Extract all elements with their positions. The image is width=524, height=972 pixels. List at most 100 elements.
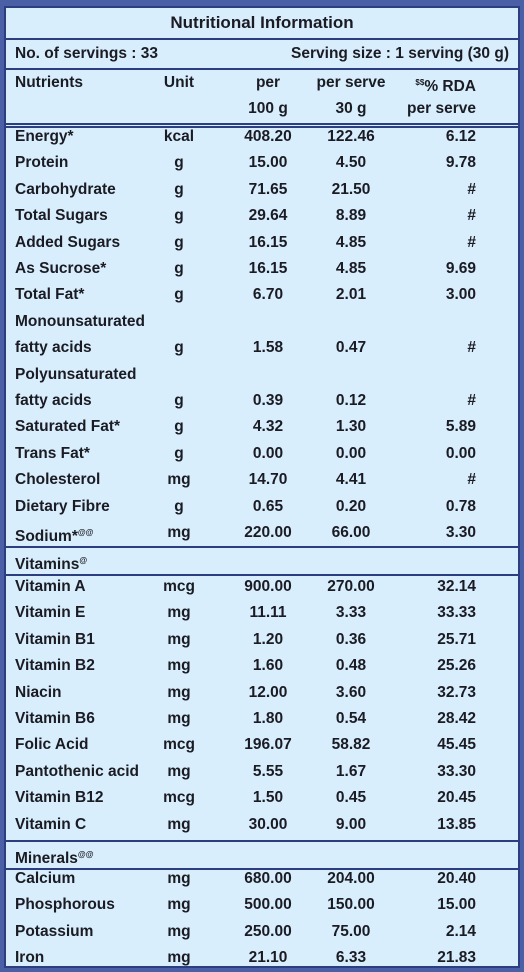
value-per-100g-text: 5.55 — [252, 762, 284, 780]
value-per-100g: 1.60 — [228, 657, 308, 675]
nutrient-unit: mg — [154, 631, 204, 649]
value-per-serve-text: 0.47 — [335, 339, 367, 357]
nutrient-unit-text: g — [174, 180, 184, 198]
value-per-serve: 0.20 — [311, 498, 391, 516]
value-per-100g-text: 29.64 — [248, 207, 288, 225]
nutrient-unit: g — [154, 339, 204, 357]
value-rda-text: 9.69 — [445, 260, 476, 277]
value-rda: 25.26 — [396, 657, 476, 675]
nutrient-unit-text: mg — [167, 604, 191, 622]
value-rda: 28.42 — [396, 710, 476, 728]
value-per-100g-text: 250.00 — [244, 922, 292, 940]
nutrient-unit: g — [154, 392, 204, 410]
nutrient-name: Phosphorous — [15, 896, 115, 914]
value-per-100g-text: 21.10 — [248, 949, 288, 967]
value-rda: 33.33 — [396, 604, 476, 622]
value-per-100g: 900.00 — [228, 578, 308, 596]
nutrient-name-text: Total Fat* — [15, 286, 85, 304]
divider — [6, 68, 518, 70]
value-per-100g-text: 680.00 — [244, 870, 292, 887]
value-per-serve-text: 3.33 — [335, 604, 367, 622]
value-per-serve-text: 66.00 — [331, 524, 371, 541]
value-per-serve-text: 1.30 — [335, 418, 367, 436]
value-per-serve: 3.33 — [311, 604, 391, 622]
nutrient-unit-text: g — [174, 207, 184, 225]
value-per-serve: 0.12 — [311, 392, 391, 410]
value-per-serve: 8.89 — [311, 207, 391, 225]
nutrient-unit: mg — [154, 657, 204, 675]
value-per-100g-text: 6.70 — [252, 286, 284, 304]
value-rda: 32.73 — [396, 684, 476, 702]
value-per-serve: 75.00 — [311, 923, 391, 941]
nutrient-unit: g — [154, 234, 204, 252]
value-per-100g: 680.00 — [228, 870, 308, 888]
nutrient-unit-text: g — [174, 233, 184, 251]
value-per-100g-text: 0.65 — [252, 497, 284, 515]
nutrient-name: Saturated Fat* — [15, 418, 120, 436]
value-per-serve: 66.00 — [311, 524, 391, 542]
value-per-100g-text: 0.00 — [252, 444, 284, 462]
nutrient-unit-text: mcg — [163, 789, 195, 807]
nutrient-name-text: Niacin — [15, 683, 62, 701]
nutrient-unit-text: g — [174, 339, 184, 357]
nutrient-unit-text: kcal — [163, 128, 195, 145]
nutrient-name: Potassium — [15, 923, 93, 941]
nutrient-unit-text: mg — [167, 870, 191, 887]
value-per-100g-text: 30.00 — [248, 815, 288, 833]
value-per-100g: 1.80 — [228, 710, 308, 728]
value-per-serve: 1.30 — [311, 418, 391, 436]
value-rda-text: 0.78 — [445, 497, 476, 515]
nutrient-unit-text: mg — [167, 657, 191, 675]
nutrient-name-text: Carbohydrate — [15, 180, 116, 198]
nutrient-name-text: Dietary Fibre — [15, 497, 110, 515]
nutrient-unit: g — [154, 498, 204, 516]
nutrient-name: fatty acids — [15, 392, 92, 410]
value-rda-text: # — [467, 207, 476, 225]
value-per-serve-text: 2.01 — [335, 286, 367, 304]
nutrient-name-text: Vitamin E — [15, 604, 86, 622]
minerals-label: Minerals — [15, 850, 78, 867]
value-per-100g-text: 4.32 — [252, 418, 284, 436]
nutrient-name-text: Calcium — [15, 870, 76, 887]
nutrient-unit-text: mcg — [163, 578, 195, 595]
value-per-100g-text: 1.60 — [252, 657, 284, 675]
value-rda: # — [396, 234, 476, 252]
nutrient-name-text: Vitamin B6 — [15, 710, 95, 727]
value-per-100g-text: 71.65 — [248, 180, 288, 198]
value-per-serve-text: 0.00 — [335, 444, 367, 462]
value-rda-text: # — [467, 180, 476, 198]
value-rda: 45.45 — [396, 736, 476, 754]
nutrient-name: Total Fat* — [15, 286, 84, 304]
nutrient-unit-text: g — [174, 497, 184, 515]
value-per-100g: 408.20 — [228, 128, 308, 146]
nutrient-unit: g — [154, 445, 204, 463]
value-per-serve-text: 4.41 — [335, 471, 367, 489]
nutrient-unit-text: mg — [167, 710, 191, 727]
value-rda: # — [396, 339, 476, 357]
divider — [6, 126, 518, 128]
nutrient-unit: mg — [154, 684, 204, 702]
value-rda-text: 25.26 — [437, 657, 476, 675]
value-rda-text: 3.30 — [445, 524, 476, 541]
nutrient-name: Calcium — [15, 870, 75, 888]
value-rda-text: # — [467, 233, 476, 251]
nutrient-name-text: Monounsaturated — [15, 312, 146, 330]
value-per-serve-text: 122.46 — [327, 128, 375, 145]
value-per-100g: 500.00 — [228, 896, 308, 914]
value-per-serve: 0.54 — [311, 710, 391, 728]
nutrient-name-text: Potassium — [15, 922, 94, 940]
value-rda: 13.85 — [396, 816, 476, 834]
nutrient-unit-text: g — [174, 418, 184, 436]
value-rda-text: 5.89 — [445, 418, 476, 436]
value-per-serve: 6.33 — [311, 949, 391, 967]
value-per-100g-text: 15.00 — [248, 154, 288, 172]
nutrient-unit: mg — [154, 604, 204, 622]
value-per-serve-text: 8.89 — [335, 207, 367, 225]
value-rda: # — [396, 392, 476, 410]
divider — [6, 574, 518, 576]
value-per-serve: 21.50 — [311, 181, 391, 199]
value-per-100g: 71.65 — [228, 181, 308, 199]
nutrient-unit-text: mcg — [163, 736, 195, 754]
header-per100-line1: per — [255, 74, 281, 91]
minerals-heading: Minerals@@ — [15, 846, 94, 868]
